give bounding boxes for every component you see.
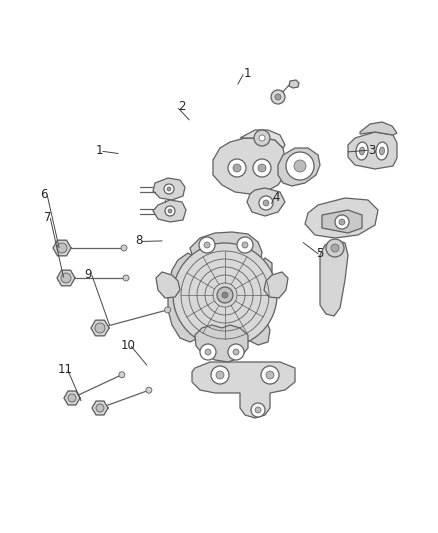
Circle shape bbox=[233, 164, 241, 172]
Circle shape bbox=[57, 243, 67, 253]
Polygon shape bbox=[213, 138, 285, 194]
Circle shape bbox=[271, 90, 285, 104]
Circle shape bbox=[326, 239, 344, 257]
Polygon shape bbox=[240, 130, 285, 148]
Text: 2: 2 bbox=[178, 100, 186, 113]
Polygon shape bbox=[91, 320, 109, 336]
Text: 1: 1 bbox=[96, 144, 104, 157]
Circle shape bbox=[164, 184, 174, 194]
Polygon shape bbox=[192, 362, 295, 418]
Polygon shape bbox=[289, 80, 299, 88]
Circle shape bbox=[200, 344, 216, 360]
Circle shape bbox=[173, 243, 277, 347]
Polygon shape bbox=[92, 401, 108, 415]
Circle shape bbox=[123, 275, 129, 281]
Circle shape bbox=[259, 135, 265, 141]
Circle shape bbox=[261, 366, 279, 384]
Polygon shape bbox=[320, 240, 348, 316]
Polygon shape bbox=[195, 325, 248, 362]
Circle shape bbox=[251, 403, 265, 417]
Circle shape bbox=[286, 152, 314, 180]
Polygon shape bbox=[53, 240, 71, 256]
Circle shape bbox=[204, 242, 210, 248]
Circle shape bbox=[96, 404, 104, 412]
Polygon shape bbox=[168, 253, 200, 342]
Polygon shape bbox=[156, 272, 180, 298]
Circle shape bbox=[254, 130, 270, 146]
Circle shape bbox=[119, 372, 125, 378]
Circle shape bbox=[165, 307, 171, 313]
Polygon shape bbox=[190, 232, 262, 276]
Polygon shape bbox=[153, 200, 186, 222]
Circle shape bbox=[263, 200, 269, 206]
Circle shape bbox=[165, 206, 175, 216]
Text: 4: 4 bbox=[272, 191, 280, 204]
Ellipse shape bbox=[376, 142, 388, 160]
Circle shape bbox=[211, 366, 229, 384]
Circle shape bbox=[222, 292, 228, 298]
Circle shape bbox=[255, 407, 261, 413]
Ellipse shape bbox=[379, 147, 385, 155]
Text: 11: 11 bbox=[57, 363, 72, 376]
Ellipse shape bbox=[360, 147, 364, 155]
Circle shape bbox=[253, 159, 271, 177]
Circle shape bbox=[167, 187, 171, 191]
Circle shape bbox=[258, 164, 266, 172]
Ellipse shape bbox=[356, 142, 368, 160]
Circle shape bbox=[168, 209, 172, 213]
Circle shape bbox=[61, 273, 71, 283]
Text: 6: 6 bbox=[40, 188, 48, 201]
Circle shape bbox=[242, 242, 248, 248]
Polygon shape bbox=[360, 122, 397, 135]
Circle shape bbox=[331, 244, 339, 252]
Circle shape bbox=[68, 394, 76, 402]
Circle shape bbox=[205, 349, 211, 355]
Text: 1: 1 bbox=[244, 67, 251, 80]
Polygon shape bbox=[153, 178, 185, 200]
Text: 8: 8 bbox=[136, 235, 143, 247]
Circle shape bbox=[294, 160, 306, 172]
Text: 7: 7 bbox=[43, 211, 51, 224]
Circle shape bbox=[228, 159, 246, 177]
Text: 3: 3 bbox=[369, 144, 376, 157]
Circle shape bbox=[266, 371, 274, 379]
Circle shape bbox=[228, 344, 244, 360]
Polygon shape bbox=[278, 148, 320, 186]
Text: 9: 9 bbox=[85, 268, 92, 281]
Circle shape bbox=[335, 215, 349, 229]
Circle shape bbox=[95, 323, 105, 333]
Circle shape bbox=[146, 387, 152, 393]
Circle shape bbox=[233, 349, 239, 355]
Polygon shape bbox=[264, 272, 288, 298]
Polygon shape bbox=[305, 198, 378, 238]
Text: 10: 10 bbox=[120, 339, 135, 352]
Circle shape bbox=[216, 371, 224, 379]
Circle shape bbox=[237, 237, 253, 253]
Circle shape bbox=[339, 219, 345, 225]
Polygon shape bbox=[57, 270, 75, 286]
Circle shape bbox=[121, 245, 127, 251]
Polygon shape bbox=[247, 188, 285, 216]
Circle shape bbox=[275, 94, 281, 100]
Polygon shape bbox=[244, 258, 272, 345]
Circle shape bbox=[259, 196, 273, 210]
Text: 5: 5 bbox=[316, 247, 323, 260]
Polygon shape bbox=[64, 391, 80, 405]
Circle shape bbox=[199, 237, 215, 253]
Circle shape bbox=[217, 287, 233, 303]
Polygon shape bbox=[348, 132, 397, 169]
Polygon shape bbox=[322, 210, 362, 233]
